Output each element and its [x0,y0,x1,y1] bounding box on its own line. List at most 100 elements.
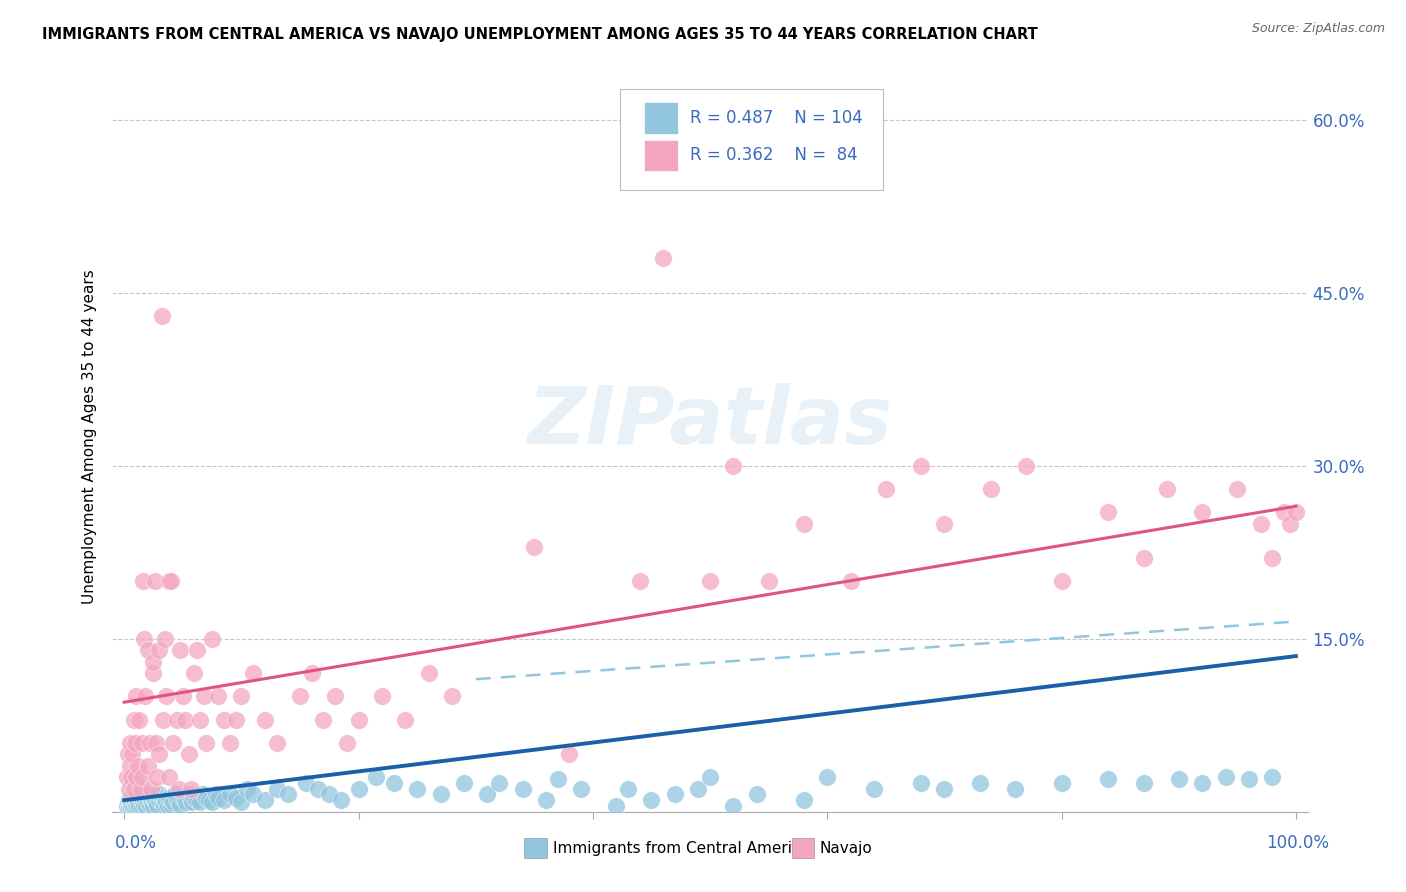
Text: ZIPatlas: ZIPatlas [527,383,893,461]
Point [1226,482,1249,496]
Point [152,790,174,805]
Point [142,799,165,814]
Point [125,690,148,704]
Point [1004,781,1026,796]
Point [723,799,745,814]
Point [145,796,167,810]
Point [169,643,191,657]
Point [1272,505,1295,519]
Point [347,713,370,727]
Point [193,690,215,704]
Point [127,758,149,772]
Point [122,713,145,727]
Point [142,655,165,669]
Point [336,735,359,749]
Text: 0.0%: 0.0% [115,834,157,852]
Point [1097,505,1119,519]
Point [758,574,780,589]
Point [218,735,240,749]
Point [323,690,346,704]
Text: Source: ZipAtlas.com: Source: ZipAtlas.com [1251,22,1385,36]
Point [122,781,145,796]
Text: Navajo: Navajo [820,841,873,855]
Point [169,796,191,810]
Point [266,735,288,749]
Point [253,793,276,807]
Point [139,735,162,749]
Point [121,790,143,805]
Point [1015,458,1038,473]
Point [1097,772,1119,787]
Text: R = 0.487    N = 104: R = 0.487 N = 104 [690,109,862,127]
Point [201,796,224,810]
Point [242,788,264,802]
Point [143,793,166,807]
Point [218,788,240,802]
Point [980,482,1002,496]
Point [969,776,991,790]
Point [172,690,194,704]
Point [148,793,170,807]
Point [212,793,235,807]
Point [143,574,166,589]
Point [174,796,197,810]
Point [120,735,141,749]
Point [155,793,177,807]
Point [652,252,675,266]
Point [307,781,329,796]
Bar [644,103,678,134]
Point [231,796,253,810]
Point [664,788,686,802]
Point [174,713,197,727]
Point [180,793,202,807]
Point [934,516,956,531]
Point [188,796,212,810]
Point [688,781,710,796]
Point [1191,776,1213,790]
Point [177,788,200,802]
Point [699,770,721,784]
Point [371,690,394,704]
Point [330,793,353,807]
Text: R = 0.362    N =  84: R = 0.362 N = 84 [690,146,858,164]
Point [131,790,153,805]
Point [124,796,146,810]
Point [1261,551,1284,566]
Point [115,770,138,784]
Point [547,772,569,787]
Point [558,747,581,761]
Point [723,458,745,473]
Point [118,799,141,814]
Point [863,781,886,796]
Point [141,793,163,807]
Point [146,797,169,812]
Point [406,781,429,796]
Point [152,713,174,727]
Point [1156,482,1178,496]
Point [242,666,264,681]
Point [127,796,149,810]
Point [1237,772,1260,787]
Point [1050,574,1073,589]
Point [1215,770,1237,784]
Point [934,781,956,796]
Point [132,796,155,810]
Point [141,796,163,810]
Point [569,781,592,796]
Point [347,781,370,796]
Point [488,776,510,790]
Point [122,793,145,807]
Point [156,799,179,814]
Point [118,781,141,796]
Point [418,666,440,681]
Point [120,758,141,772]
Point [162,796,184,810]
Point [125,790,148,805]
Point [523,540,546,554]
Point [120,797,141,812]
Point [699,574,721,589]
Point [253,713,276,727]
Point [180,781,202,796]
Point [195,735,218,749]
Point [225,790,247,805]
